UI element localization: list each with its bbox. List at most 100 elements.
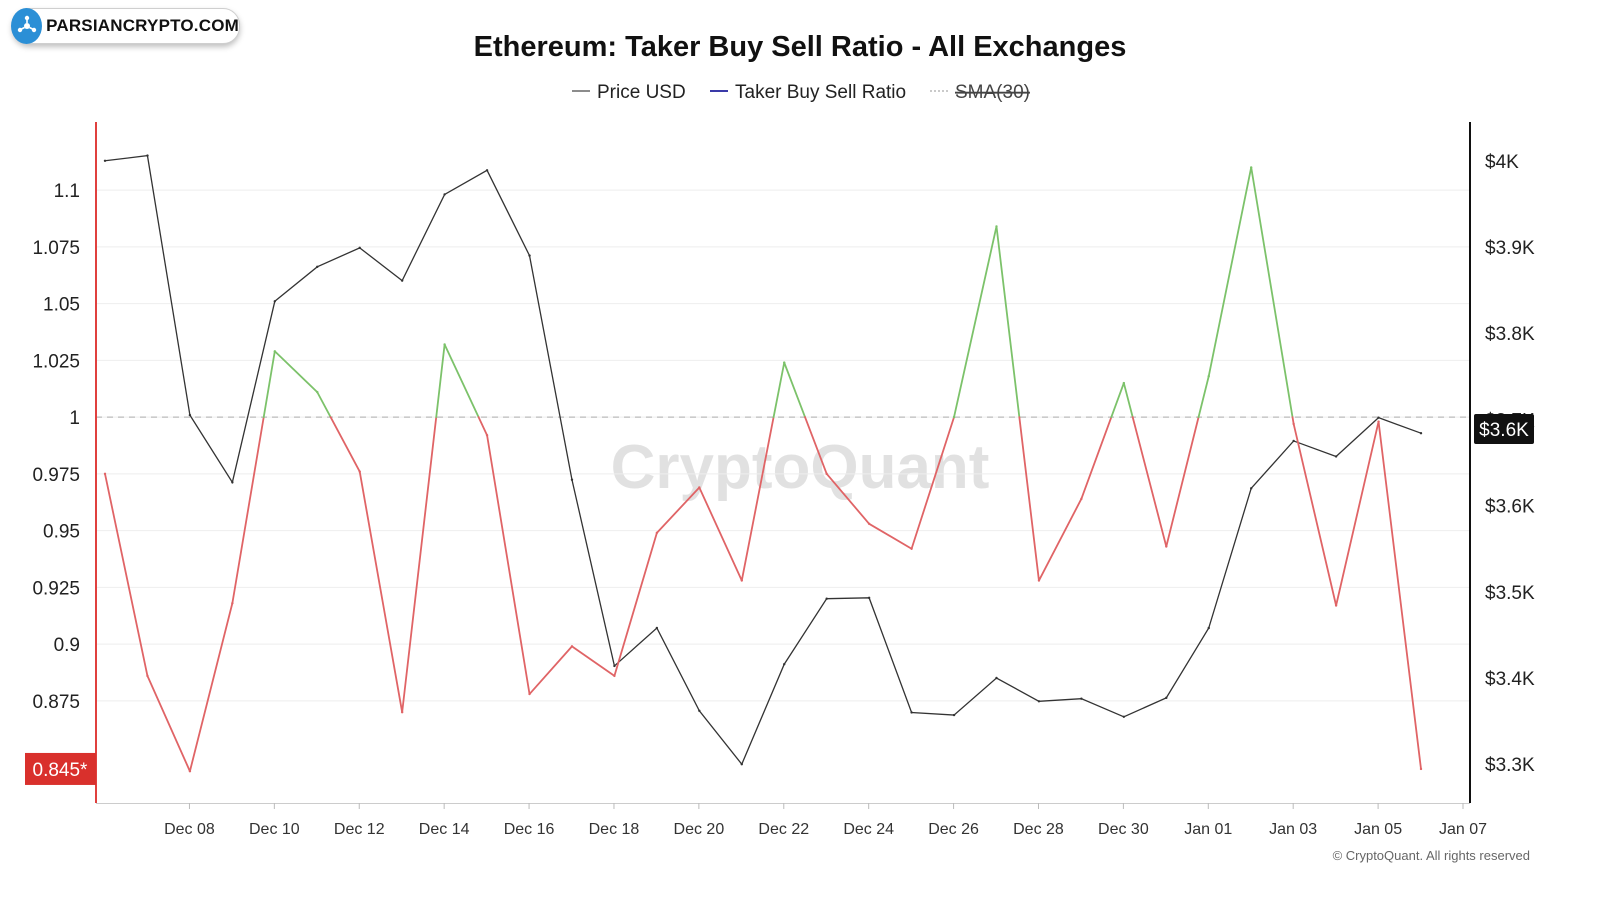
price-point <box>316 265 319 269</box>
ratio-point <box>1377 420 1380 423</box>
legend-item-ratio[interactable]: Taker Buy Sell Ratio <box>710 82 906 103</box>
ratio-point <box>825 472 828 476</box>
ratio-segment <box>1292 423 1337 607</box>
chart-title: Ethereum: Taker Buy Sell Ratio - All Exc… <box>474 31 1127 63</box>
ratio-segment <box>1038 497 1083 582</box>
ratio-segment <box>613 531 658 677</box>
price-point <box>910 711 913 714</box>
ratio-segment <box>104 472 149 677</box>
ratio-segment <box>655 486 701 534</box>
ratio-point <box>1249 166 1253 169</box>
current-ratio-badge-bg <box>25 752 96 785</box>
ratio-segment <box>698 486 743 582</box>
ratio-segment <box>1335 420 1380 607</box>
x-tick-label-5: Dec 18 <box>589 821 640 838</box>
ratio-segment <box>273 350 319 394</box>
legend-ratio-label: Taker Buy Sell Ratio <box>735 82 906 103</box>
left-tick-label-0: 1.1 <box>54 181 80 202</box>
ratio-segment <box>910 416 955 550</box>
left-tick-label-4: 1 <box>69 408 80 429</box>
ratio-segment <box>329 416 361 473</box>
parsiancrypto-badge[interactable]: PARSIANCRYPTO.COM <box>11 8 240 44</box>
ratio-segment <box>783 361 806 419</box>
legend-item-sma[interactable]: SMA(30) <box>930 82 1030 103</box>
price-point <box>1334 455 1338 458</box>
ratio-segment <box>1018 416 1040 582</box>
parsiancrypto-logo-icon <box>11 8 43 44</box>
price-point <box>698 709 701 712</box>
ratio-point <box>103 472 107 476</box>
price-point <box>1207 626 1210 630</box>
price-point <box>570 478 574 481</box>
parsiancrypto-badge-text: PARSIANCRYPTO.COM <box>46 16 239 35</box>
price-point <box>613 664 616 668</box>
ratio-segment <box>401 416 438 714</box>
ratio-segment <box>1197 375 1210 419</box>
right-tick-label-0: $4K <box>1485 152 1519 173</box>
left-tick-label-3: 1.025 <box>32 351 80 372</box>
right-axis-ticks: $4K$3.9K$3.8K$3.7K$3.6K$3.5K$3.4K$3.3K <box>1485 152 1535 776</box>
ratio-segment <box>825 472 871 525</box>
price-point <box>273 300 277 303</box>
ratio-point <box>1334 604 1338 607</box>
x-tick-label-0: Dec 08 <box>164 821 215 838</box>
left-tick-label-9: 0.875 <box>32 692 80 713</box>
x-tick-label-3: Dec 14 <box>419 821 470 838</box>
x-tick-label-12: Jan 01 <box>1184 821 1232 838</box>
ratio-series <box>103 166 1423 773</box>
ratio-point <box>358 470 361 473</box>
x-tick-label-6: Dec 20 <box>674 821 725 838</box>
ratio-point <box>613 674 616 678</box>
ratio-segment <box>231 416 265 605</box>
ratio-segment <box>435 343 446 419</box>
right-tick-label-1: $3.9K <box>1485 238 1535 259</box>
current-price-badge-bg <box>1474 414 1534 444</box>
ratio-point <box>655 531 659 535</box>
ratio-segment <box>486 434 531 695</box>
right-tick-label-6: $3.4K <box>1485 669 1535 690</box>
legend-price-label: Price USD <box>597 82 686 103</box>
x-tick-label-2: Dec 12 <box>334 821 385 838</box>
current-price-badge: $3.6K <box>1474 414 1534 444</box>
left-tick-label-6: 0.95 <box>43 522 80 543</box>
right-tick-label-5: $3.5K <box>1485 583 1535 604</box>
x-tick-label-11: Dec 30 <box>1098 821 1149 838</box>
x-tick-label-10: Dec 28 <box>1013 821 1064 838</box>
copyright: © CryptoQuant. All rights reserved <box>1333 848 1530 863</box>
price-point <box>528 254 531 257</box>
price-line <box>104 154 1422 766</box>
left-axis-ticks: 1.1 1.075 1.05 1.025 1 0.975 0.95 0.925 0.9 0.875 <box>32 181 80 713</box>
ratio-segment <box>262 350 276 419</box>
cryptoquant-watermark: CryptoQuant <box>611 433 990 502</box>
price-point <box>740 763 743 766</box>
x-tick-label-7: Dec 22 <box>758 821 809 838</box>
legend-item-price[interactable]: Price USD <box>572 82 686 103</box>
price-point <box>400 279 404 282</box>
legend: Price USD Taker Buy Sell Ratio SMA(30) <box>572 82 1030 103</box>
ratio-segment <box>1250 166 1294 419</box>
ratio-segment <box>804 416 828 475</box>
ratio-point <box>952 415 956 419</box>
price-point <box>146 154 149 157</box>
price-point <box>485 169 489 172</box>
ratio-segment <box>1110 382 1125 419</box>
price-point <box>995 676 998 680</box>
price-point <box>1165 696 1168 700</box>
price-point <box>1037 700 1041 703</box>
left-tick-label-7: 0.925 <box>32 578 80 599</box>
ratio-point <box>188 770 192 773</box>
ratio-point <box>485 434 489 437</box>
x-axis-ticks: Dec 08 Dec 10 Dec 12 Dec 14 Dec 16 Dec 18 Dec … <box>164 803 1487 838</box>
ratio-segment <box>995 225 1021 419</box>
ratio-point <box>1080 497 1083 501</box>
ratio-point <box>443 343 446 346</box>
price-point <box>783 663 786 666</box>
price-point <box>231 481 234 484</box>
ratio-segment <box>358 470 404 714</box>
price-point <box>952 713 956 717</box>
ratio-point <box>1292 422 1295 426</box>
ratio-segment <box>1122 382 1134 419</box>
ratio-segment <box>189 602 234 773</box>
ratio-segment <box>528 645 573 695</box>
